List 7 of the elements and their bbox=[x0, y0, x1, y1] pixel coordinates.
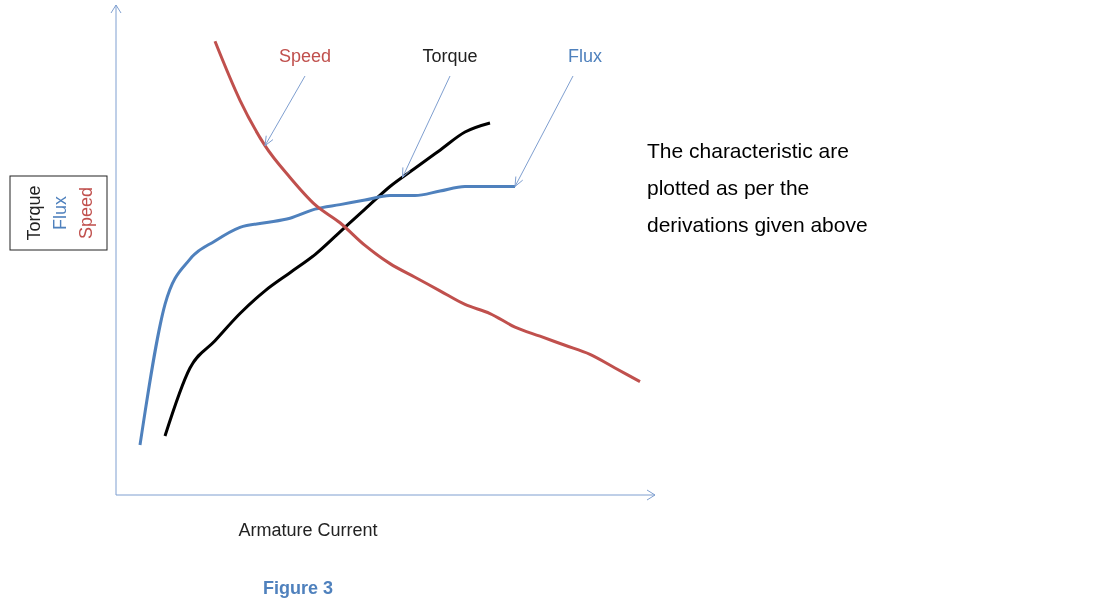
x-axis-title: Armature Current bbox=[238, 520, 378, 540]
y-axis-title: Torque Flux Speed bbox=[24, 185, 96, 241]
annotation: The characteristic are plotted as per the derivations given above bbox=[647, 138, 869, 238]
text: Flux bbox=[567, 46, 603, 66]
caption: Figure 3 bbox=[263, 578, 334, 599]
text: Torque bbox=[422, 46, 478, 66]
text: Speed bbox=[278, 46, 332, 66]
